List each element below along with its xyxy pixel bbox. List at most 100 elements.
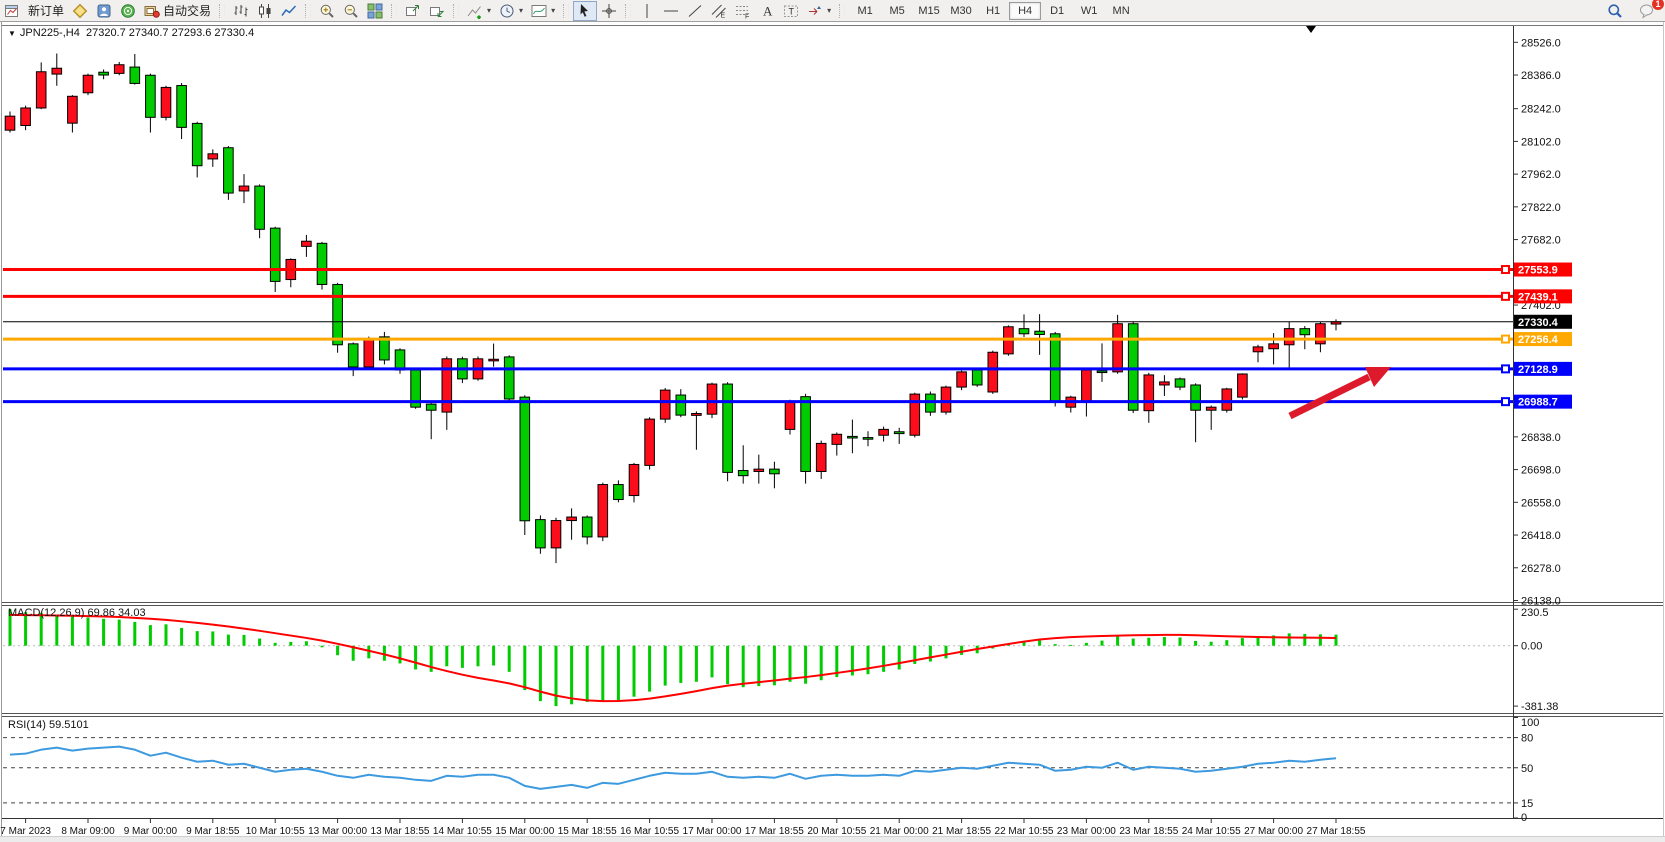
macd-histogram-bar [164,624,168,646]
toolbar-separator [305,3,312,18]
date-tick-label: 13 Mar 00:00 [308,826,367,837]
equidistant-channel-button[interactable]: E [707,1,731,21]
tf-button-H1[interactable]: H1 [986,4,1001,17]
rsi-axis-label: 50 [1521,763,1533,775]
candle-body [301,240,312,247]
macd-histogram-bar [24,612,28,646]
price-label-box [1514,314,1572,329]
macd-histogram-bar [351,645,355,661]
macd-histogram-bar [1038,640,1042,646]
candle-body [909,393,921,436]
candle-body [20,107,31,127]
market-watch-button[interactable] [92,1,116,21]
candle-chart-mode-button[interactable] [253,1,277,21]
candle-body [784,400,796,430]
auto-trading-button[interactable]: 自动交易 [140,1,215,21]
candle-body [1190,384,1201,411]
vertical-line-button[interactable] [635,1,659,21]
candle-body [800,396,811,472]
bar-chart-mode-button[interactable] [229,1,253,21]
tf-button-M30[interactable]: M30 [950,4,972,17]
tile-windows-button[interactable] [363,1,387,21]
text-label-button[interactable]: T [779,1,803,21]
crosshair-button[interactable] [597,1,621,21]
timeframe-group: M1 M5 M15 M30 H1 H4 D1 W1 MN [849,1,1137,21]
periods-button[interactable]: ▾ [495,1,527,21]
cursor-button[interactable] [573,0,598,21]
new-order-label: 新订单 [28,4,65,18]
date-tick-label: 7 Mar 2023 [0,826,51,837]
annotation-arrow-shaft[interactable] [1288,373,1371,420]
chart-shift-button[interactable] [425,1,449,21]
candle-body [1112,323,1123,373]
auto-scroll-button[interactable] [401,1,425,21]
text-button[interactable]: A [755,1,779,21]
zoom-out-button[interactable] [339,1,363,21]
zoom-in-button[interactable] [315,1,339,21]
tf-button-W1[interactable]: W1 [1080,4,1098,17]
macd-histogram-bar [757,645,761,687]
chart-window[interactable]: 28526.0 28386.0 28242.0 28102.0 27962.0 27822… [0,22,1665,842]
candle-body [1018,328,1030,335]
macd-histogram-bar [1147,637,1151,646]
new-chart-button[interactable] [0,1,24,21]
tf-button-M1[interactable]: M1 [857,4,873,17]
price-label-text: 26988.7 [1518,397,1558,409]
rsi-axis-label: 15 [1521,798,1533,810]
candle-body [1315,323,1326,345]
macd-histogram-bar [180,627,184,646]
tf-button-MN[interactable]: MN [1112,4,1130,17]
annotation-arrow-head[interactable] [1365,367,1391,387]
macd-histogram-bar [1225,640,1229,646]
arrows-button[interactable]: ▾ [803,1,835,21]
tf-button-M15[interactable]: M15 [918,4,940,17]
price-tick-label: 26558.0 [1521,497,1561,509]
signals-button[interactable] [116,1,140,21]
zoom-out-icon [343,3,359,19]
hline-handle[interactable] [1501,334,1510,344]
hline-handle[interactable] [1501,265,1510,275]
candle-body [488,358,499,362]
tf-button-M5[interactable]: M5 [889,4,905,17]
horizontal-line-button[interactable] [659,1,683,21]
hline-handle[interactable] [1501,397,1510,407]
candle-body [550,520,562,549]
chart-shift-marker[interactable] [1306,26,1316,33]
candle-body [1283,328,1295,346]
macd-histogram-bar [616,645,620,701]
macd-histogram-bar [1069,644,1073,646]
line-chart-mode-button[interactable] [277,1,301,21]
macd-histogram-bar [289,641,293,646]
indicators-button[interactable]: ▾ [463,1,495,21]
candle-body [753,468,765,472]
hline-handle[interactable] [1501,291,1510,301]
tf-button-H4[interactable]: H4 [1009,1,1042,20]
macd-histogram-bar [1084,642,1088,646]
new-order-button[interactable]: 新订单 [24,1,68,21]
rsi-axis-label: 0 [1521,812,1527,824]
chart-canvas[interactable]: 28526.0 28386.0 28242.0 28102.0 27962.0 27822… [0,22,1665,841]
svg-text:E: E [721,12,726,19]
macd-histogram-bar [382,645,386,661]
search-button[interactable] [1603,1,1627,21]
tf-button-D1[interactable]: D1 [1050,4,1065,17]
macd-histogram-bar [726,645,730,685]
toolbar-separator [391,3,398,18]
macd-histogram-bar [476,645,480,667]
macd-histogram-bar [445,645,449,667]
macd-histogram-bar [1272,635,1276,646]
candle-body [722,383,733,473]
price-label-box [1514,262,1572,277]
favorites-button[interactable] [68,1,92,21]
fibonacci-button[interactable]: F [731,1,755,21]
macd-histogram-bar [694,645,698,682]
zoom-in-icon [319,3,335,19]
macd-histogram-bar [55,614,59,646]
templates-button[interactable]: ▾ [527,1,559,21]
trendline-button[interactable] [683,1,707,21]
candle-body [223,147,234,194]
hline-handle[interactable] [1501,364,1510,374]
macd-histogram-bar [1240,638,1244,646]
notifications-button[interactable]: 1 [1635,0,1664,21]
symbol-dropdown-icon[interactable]: ▼ [8,29,16,38]
